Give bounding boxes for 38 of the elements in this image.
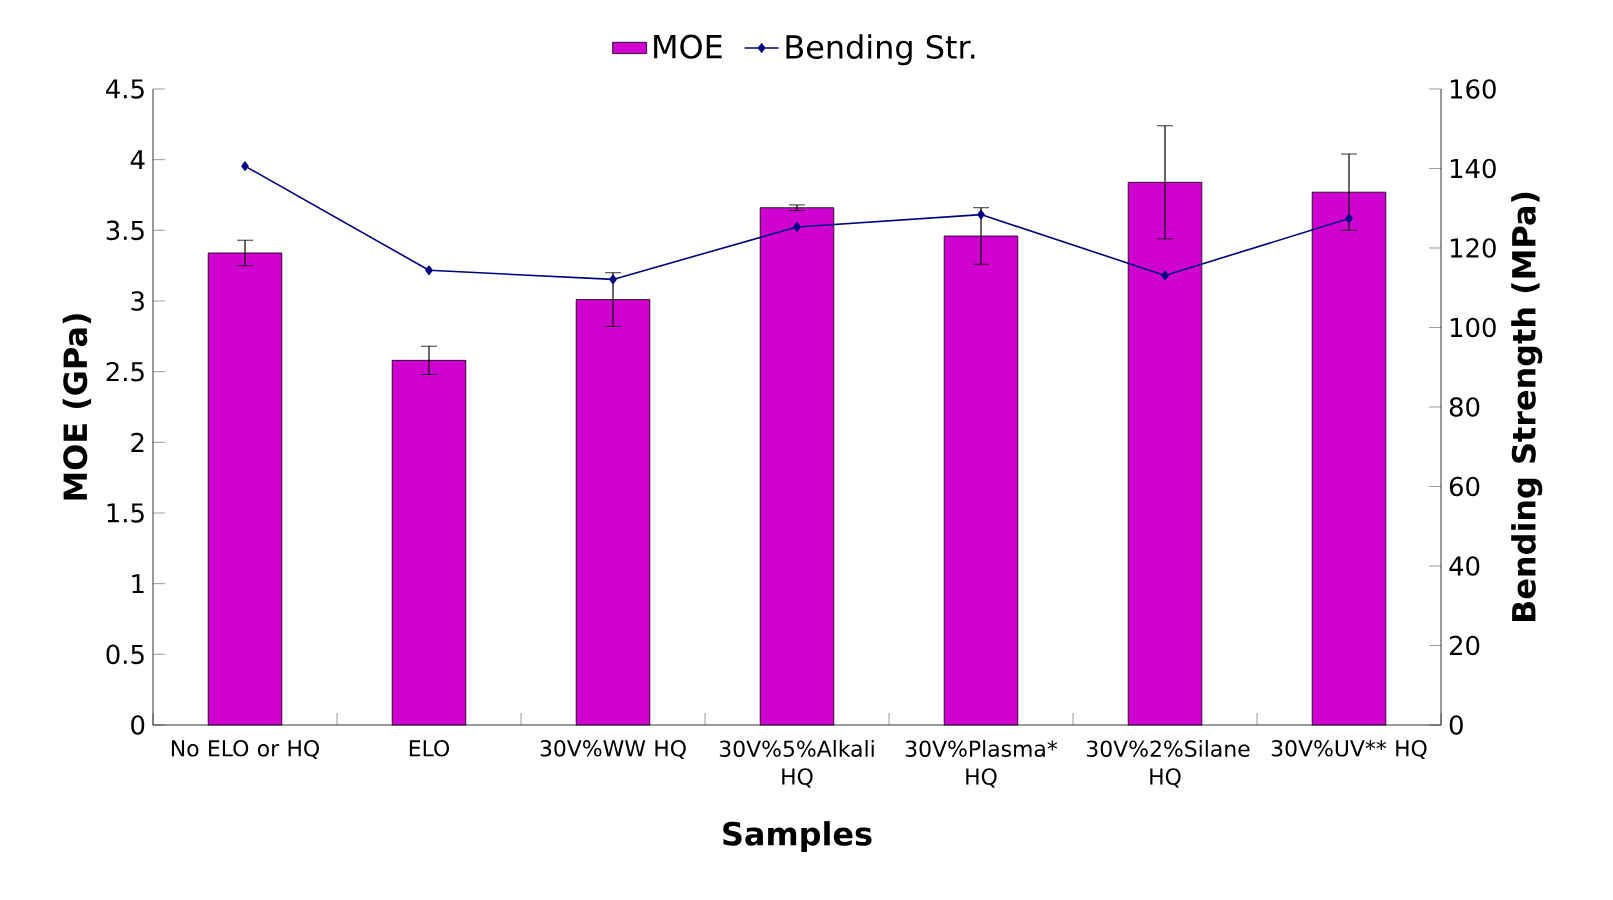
y-tick-label: 4 [130, 150, 145, 170]
legend-label: MOE [654, 34, 722, 59]
y-tick-label: 1 [132, 574, 144, 594]
y-axis-title: MOE (GPa) [62, 314, 92, 500]
y2-tick-label: 140 [1450, 158, 1496, 179]
x-tick-label: 30V%UV** HQ [1271, 740, 1427, 760]
y-tick-label: 3.5 [106, 220, 144, 241]
y2-axis-title: Bending Strength (MPa) [1511, 192, 1543, 622]
y-tick-label: 2.5 [106, 361, 144, 382]
legend-label: Bending Str. [786, 34, 975, 66]
y-tick-label: 0 [131, 715, 145, 735]
y-tick-label: 2 [131, 432, 144, 452]
y-tick-label: 3 [131, 291, 144, 311]
y2-tick-label: 80 [1449, 397, 1480, 417]
x-tick-label: 30V%5%Alkali HQ [719, 740, 874, 788]
x-tick-label: 30V%2%Silane HQ [1086, 740, 1250, 788]
x-tick-label: 30V%Plasma* HQ [905, 740, 1058, 788]
y-tick-label: 4.5 [106, 79, 144, 99]
y2-tick-label: 100 [1450, 317, 1496, 338]
point [1345, 213, 1353, 224]
y2-tick-label: 120 [1450, 238, 1496, 258]
point [609, 274, 617, 285]
point [793, 222, 801, 232]
x-tick-label: No ELO or HQ [171, 740, 319, 760]
point [241, 161, 249, 171]
x-tick-label: ELO [409, 740, 450, 757]
x-axis-title: Samples [723, 821, 872, 852]
y2-tick-label: 20 [1449, 635, 1480, 656]
y-tick-label: 0.5 [106, 644, 144, 665]
y-tick-label: 1.5 [107, 503, 144, 523]
point [425, 265, 433, 276]
y2-tick-label: 40 [1449, 556, 1480, 576]
x-tick-label: 30V%WW HQ [540, 740, 686, 760]
point [1161, 270, 1169, 281]
y2-tick-label: 60 [1449, 476, 1480, 497]
y2-tick-label: 160 [1450, 79, 1496, 99]
point [977, 209, 985, 220]
y2-tick-label: 0 [1449, 715, 1463, 735]
